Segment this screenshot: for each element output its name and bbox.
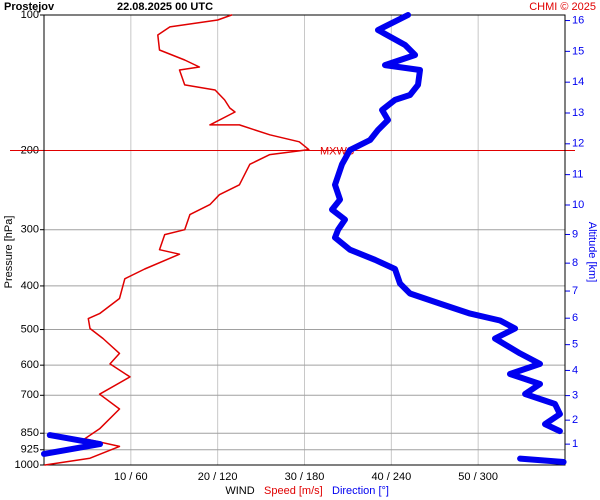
y2-tick-label: 1 (572, 438, 578, 450)
y2-tick-label: 6 (572, 312, 578, 324)
y-tick-label: 925 (21, 444, 39, 456)
legend-entry: Direction [°] (332, 485, 389, 497)
y2-tick-label: 2 (572, 414, 578, 426)
y2-tick-label: 7 (572, 285, 578, 297)
y2-tick-label: 14 (572, 76, 584, 88)
y2-tick-label: 13 (572, 107, 584, 119)
x-tick-label: 40 / 240 (371, 471, 411, 483)
y2-tick-label: 3 (572, 390, 578, 402)
profile-line (44, 14, 310, 466)
x-tick-label: 20 / 120 (198, 471, 238, 483)
chart-title: Prostejov (4, 1, 55, 13)
y2-tick-label: 12 (572, 138, 584, 150)
y-tick-label: 700 (21, 389, 39, 401)
x-axis-label: WIND (225, 485, 254, 497)
y2-tick-label: 5 (572, 339, 578, 351)
x-tick-label: 50 / 300 (458, 471, 498, 483)
y2-tick-label: 8 (572, 257, 578, 269)
y2-tick-label: 10 (572, 199, 584, 211)
y2-axis-label: Altitude [km] (586, 222, 598, 283)
x-tick-label: 30 / 180 (285, 471, 325, 483)
profile-line (41, 12, 567, 465)
y-tick-label: 850 (21, 427, 39, 439)
y-tick-label: 500 (21, 323, 39, 335)
y2-tick-label: 11 (572, 169, 583, 181)
plot-frame (43, 14, 566, 466)
chart-subtitle: 22.08.2025 00 UTC (117, 1, 213, 13)
y-tick-label: 100 (21, 9, 39, 21)
y2-tick-label: 4 (572, 364, 578, 376)
y-tick-label: 300 (21, 224, 39, 236)
y-axis-label: Pressure [hPa] (3, 216, 15, 289)
y-tick-label: 600 (21, 359, 39, 371)
y2-tick-label: 15 (572, 45, 584, 57)
legend-entry: Speed [m/s] (264, 485, 323, 497)
y-tick-label: 1000 (15, 459, 39, 471)
credit: CHMI © 2025 (529, 1, 596, 13)
y-tick-label: 400 (21, 280, 39, 292)
x-tick-label: 10 / 60 (114, 471, 148, 483)
y2-tick-label: 16 (572, 14, 584, 26)
y2-tick-label: 9 (572, 228, 578, 240)
